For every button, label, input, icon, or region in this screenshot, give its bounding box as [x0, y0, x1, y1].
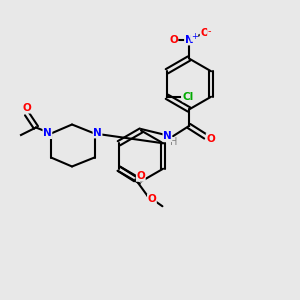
Text: H: H — [170, 137, 177, 148]
Text: -: - — [208, 26, 211, 37]
Text: N: N — [163, 131, 172, 142]
Text: O: O — [206, 134, 215, 144]
Text: O: O — [22, 103, 32, 113]
Text: O: O — [200, 28, 209, 38]
Text: O: O — [136, 171, 145, 181]
Text: N: N — [184, 35, 194, 45]
Text: O: O — [169, 35, 178, 45]
Text: +: + — [191, 32, 198, 41]
Text: N: N — [43, 128, 52, 139]
Text: N: N — [93, 128, 102, 138]
Text: O: O — [148, 194, 156, 204]
Text: Cl: Cl — [183, 92, 194, 102]
